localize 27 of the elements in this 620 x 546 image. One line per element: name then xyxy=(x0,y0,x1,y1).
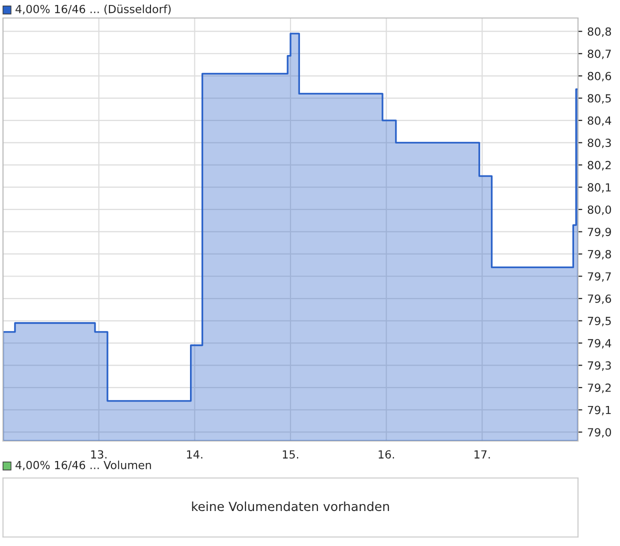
y-tick-label: 79,8 xyxy=(588,250,612,260)
x-tick-label: 15. xyxy=(282,450,298,459)
x-tick-label: 13. xyxy=(91,450,106,459)
y-tick-label: 80,8 xyxy=(588,27,612,37)
text: keine Volumendaten vorhanden xyxy=(192,501,389,512)
y-tick-label: 79,0 xyxy=(588,428,612,438)
text: 4,00% 16/46 ... Volumen xyxy=(16,460,151,470)
y-tick-label: 80,4 xyxy=(588,116,612,126)
y-tick-label: 79,4 xyxy=(588,339,612,349)
x-tick-label: 16. xyxy=(378,450,394,459)
y-tick-label: 79,1 xyxy=(588,406,611,416)
y-tick-label: 80,2 xyxy=(588,160,611,170)
y-tick-label: 80,1 xyxy=(588,183,611,193)
y-tick-label: 80,6 xyxy=(588,72,612,82)
y-tick-label: 79,6 xyxy=(588,294,612,304)
x-tick-label: 17. xyxy=(474,450,490,458)
y-tick-label: 80,3 xyxy=(588,138,611,148)
y-tick-label: 79,3 xyxy=(588,361,611,371)
y-tick-label: 80,7 xyxy=(588,50,611,60)
x-tick-label: 14. xyxy=(187,450,202,458)
y-tick-label: 80,0 xyxy=(588,205,612,215)
y-tick-label: 79,5 xyxy=(588,316,611,326)
y-tick-label: 79,2 xyxy=(588,384,611,394)
legend-label: 4,00% 16/46 ... (Düsseldorf) xyxy=(16,4,171,15)
y-tick-label: 80,5 xyxy=(588,94,611,104)
y-tick-label: 79,7 xyxy=(588,272,611,282)
y-tick-label: 79,9 xyxy=(588,228,611,238)
